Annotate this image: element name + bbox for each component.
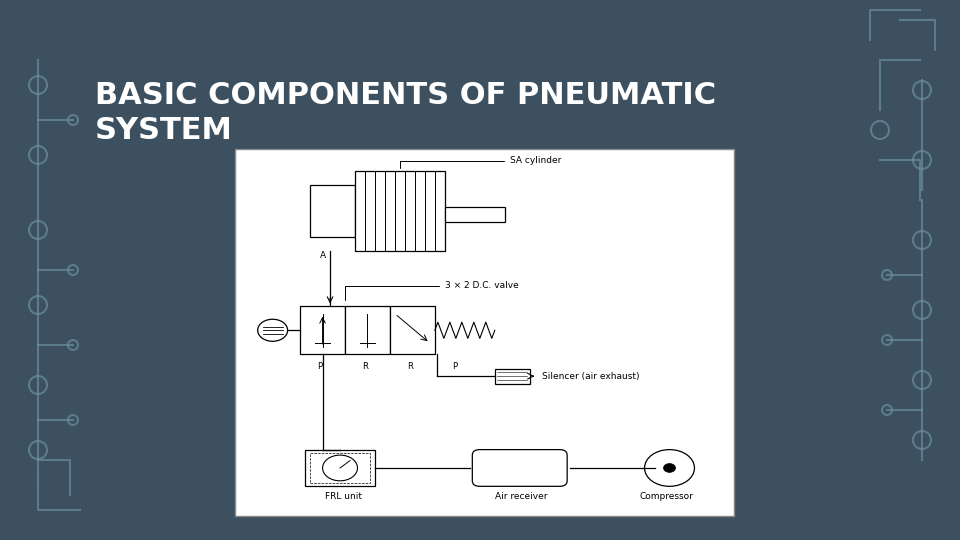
Bar bbox=[305, 450, 375, 487]
Bar bbox=[444, 207, 505, 222]
Text: R: R bbox=[362, 362, 368, 371]
Bar bbox=[494, 369, 530, 383]
Text: A: A bbox=[320, 251, 326, 260]
Circle shape bbox=[323, 455, 357, 481]
Text: SA cylinder: SA cylinder bbox=[400, 156, 562, 168]
Bar bbox=[345, 306, 390, 354]
Bar bbox=[235, 148, 734, 516]
Text: R: R bbox=[407, 362, 413, 371]
Bar bbox=[310, 453, 370, 483]
Circle shape bbox=[257, 319, 288, 341]
Circle shape bbox=[663, 463, 676, 472]
Circle shape bbox=[644, 450, 694, 487]
Bar bbox=[355, 171, 444, 251]
Text: Compressor: Compressor bbox=[639, 492, 693, 501]
Bar bbox=[300, 306, 345, 354]
Text: P: P bbox=[452, 362, 457, 371]
Text: 3 × 2 D.C. valve: 3 × 2 D.C. valve bbox=[345, 281, 518, 300]
Text: FRL unit: FRL unit bbox=[325, 492, 362, 501]
Text: BASIC COMPONENTS OF PNEUMATIC: BASIC COMPONENTS OF PNEUMATIC bbox=[95, 81, 716, 110]
Text: P: P bbox=[318, 362, 323, 371]
Text: Air receiver: Air receiver bbox=[494, 492, 547, 501]
Bar bbox=[310, 185, 355, 237]
Text: SYSTEM: SYSTEM bbox=[95, 116, 233, 145]
Bar bbox=[390, 306, 435, 354]
FancyBboxPatch shape bbox=[472, 450, 567, 487]
Text: Silencer (air exhaust): Silencer (air exhaust) bbox=[542, 372, 639, 381]
